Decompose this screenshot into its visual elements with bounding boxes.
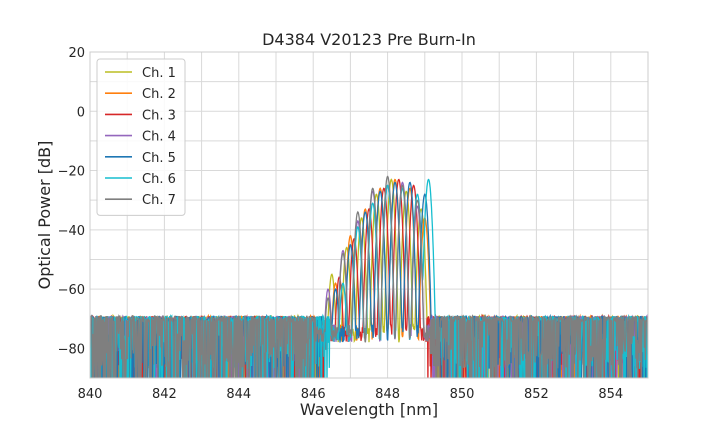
- legend-label: Ch. 4: [142, 130, 176, 145]
- legend: Ch. 1 Ch. 2 Ch. 3 Ch. 4 Ch. 5 Ch. 6 Ch. 7: [96, 58, 186, 216]
- x-tick-label: 854: [598, 387, 623, 402]
- x-tick-label: 852: [524, 387, 549, 402]
- x-tick-label: 848: [375, 387, 400, 402]
- legend-label: Ch. 3: [142, 108, 176, 123]
- legend-label: Ch. 6: [142, 172, 176, 187]
- x-tick-label: 850: [450, 387, 475, 402]
- x-tick-label: 842: [152, 387, 177, 402]
- y-tick-label: −80: [58, 342, 85, 357]
- y-tick-label: 0: [77, 105, 85, 120]
- legend-label: Ch. 7: [142, 193, 176, 208]
- plot-frame: [89, 51, 649, 379]
- y-tick-label: −40: [58, 224, 85, 239]
- y-axis-label: Optical Power [dB]: [35, 141, 54, 290]
- x-tick-label: 846: [301, 387, 326, 402]
- legend-label: Ch. 1: [142, 66, 176, 81]
- x-tick-label: 844: [226, 387, 251, 402]
- series-line: [90, 175, 648, 378]
- chart-title: D4384 V20123 Pre Burn-In: [262, 30, 476, 49]
- y-tick-label: −20: [58, 165, 85, 180]
- x-tick-labels: 840 842 844 846 848 850 852 854: [78, 387, 624, 402]
- legend-box: [96, 58, 186, 216]
- y-tick-labels: 20 0 −20 −40 −60 −80: [58, 46, 85, 357]
- y-tick-label: −60: [58, 283, 85, 298]
- legend-label: Ch. 5: [142, 151, 176, 166]
- legend-label: Ch. 2: [142, 87, 176, 102]
- x-axis-label: Wavelength [nm]: [300, 400, 438, 419]
- y-tick-label: 20: [68, 46, 85, 61]
- series-group: [90, 175, 648, 378]
- x-tick-label: 840: [78, 387, 103, 402]
